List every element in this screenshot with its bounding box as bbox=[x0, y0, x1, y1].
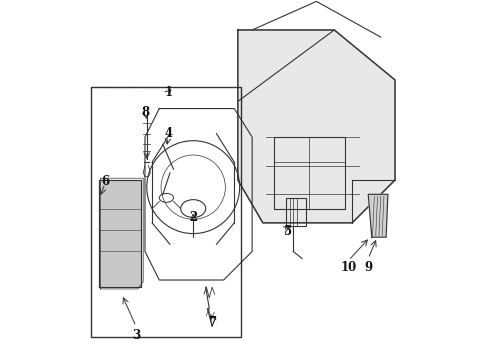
Text: 1: 1 bbox=[164, 86, 172, 99]
Bar bbox=[273, 137, 345, 208]
Text: 7: 7 bbox=[208, 316, 216, 329]
Polygon shape bbox=[368, 194, 388, 237]
Polygon shape bbox=[98, 180, 142, 287]
Text: 3: 3 bbox=[132, 329, 140, 342]
Polygon shape bbox=[238, 30, 395, 223]
Text: 5: 5 bbox=[284, 225, 292, 238]
Text: 4: 4 bbox=[164, 127, 172, 140]
Bar bbox=[286, 198, 306, 226]
Text: 9: 9 bbox=[364, 261, 372, 274]
Text: 6: 6 bbox=[101, 175, 109, 188]
Text: 8: 8 bbox=[142, 105, 150, 119]
Text: 2: 2 bbox=[189, 211, 197, 224]
Text: 10: 10 bbox=[341, 261, 357, 274]
Bar bbox=[92, 87, 242, 337]
